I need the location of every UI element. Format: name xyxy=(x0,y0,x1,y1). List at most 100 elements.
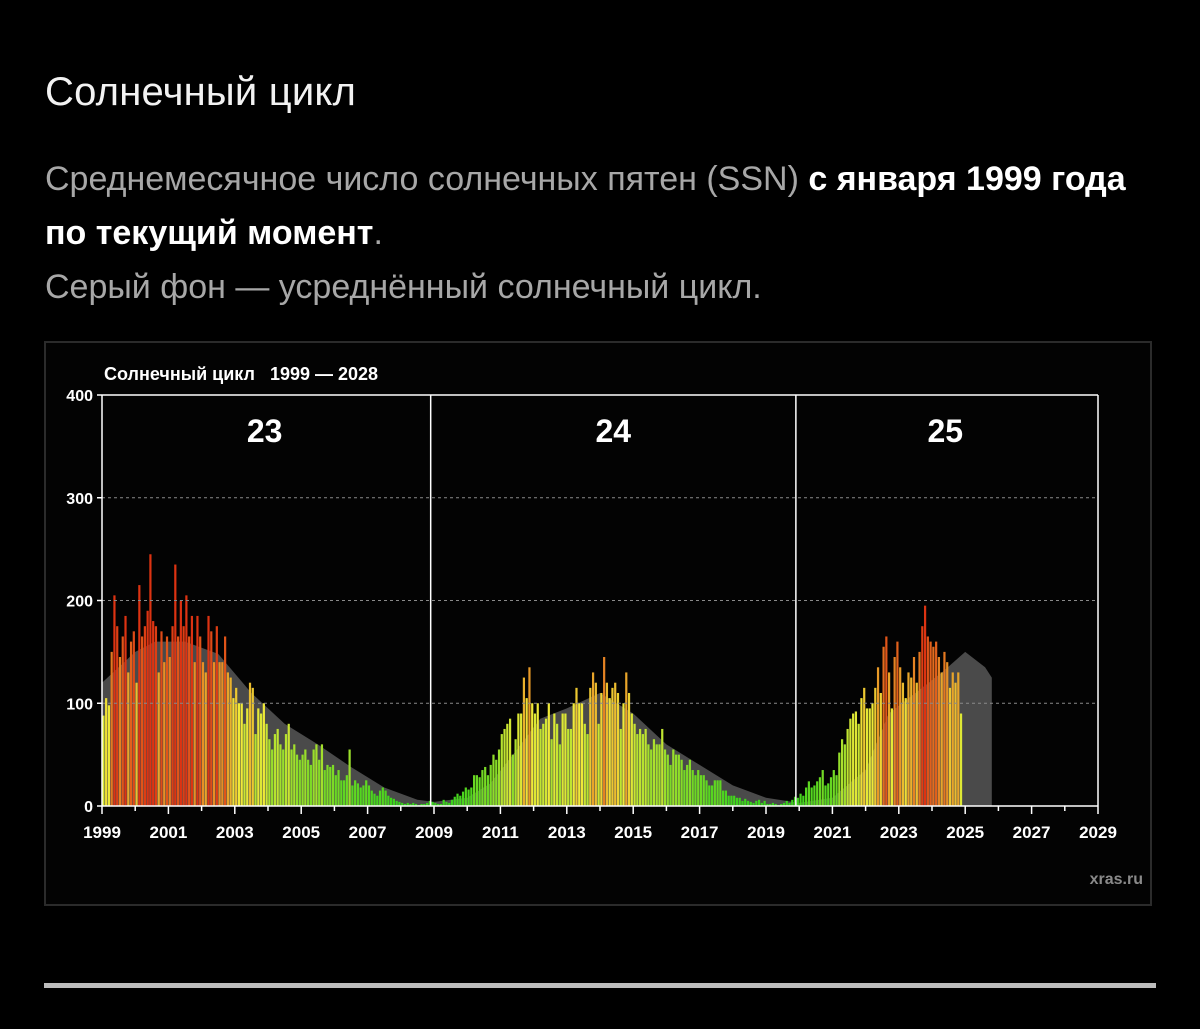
ssn-bar xyxy=(757,799,761,806)
ssn-bar xyxy=(733,795,736,806)
ssn-bar xyxy=(514,739,517,806)
ssn-bar xyxy=(536,703,539,806)
ssn-bar xyxy=(331,764,335,806)
ssn-bar xyxy=(246,708,249,806)
ssn-bar xyxy=(221,662,224,806)
ssn-bar xyxy=(943,651,946,807)
x-tick-label: 2015 xyxy=(614,823,652,842)
ssn-bar xyxy=(868,708,871,806)
ssn-bar xyxy=(406,802,409,806)
ssn-bar xyxy=(127,672,130,806)
y-tick-label: 300 xyxy=(66,491,93,508)
ssn-bar xyxy=(105,698,108,806)
ssn-bar xyxy=(414,803,418,806)
ssn-bar xyxy=(948,687,952,806)
grid-layer: 23 24 25 xyxy=(102,395,1098,806)
ssn-bar xyxy=(597,723,600,806)
sunspot-chart: 23 24 25 0 100 200 300 400 1999 2001 2003 2005 2007… xyxy=(66,364,1143,888)
ssn-bar xyxy=(392,798,395,806)
ssn-bar xyxy=(154,626,158,806)
ssn-bar xyxy=(124,615,127,806)
ssn-bar xyxy=(284,734,288,806)
ssn-bar xyxy=(163,662,166,806)
ssn-bar xyxy=(544,718,548,806)
ssn-bar xyxy=(315,744,318,806)
ssn-bar xyxy=(821,770,824,806)
ssn-bar xyxy=(769,803,772,806)
x-tick-label: 2009 xyxy=(415,823,453,842)
cycle-number-label: 25 xyxy=(927,413,963,449)
ssn-bar xyxy=(378,790,382,806)
ssn-bar xyxy=(791,799,794,806)
ssn-bar xyxy=(633,723,636,806)
ssn-bar xyxy=(600,692,603,806)
ssn-bar xyxy=(508,718,512,806)
ssn-bar xyxy=(608,698,611,806)
ssn-bar xyxy=(912,657,916,806)
x-tick-label: 2029 xyxy=(1079,823,1117,842)
x-tick-label: 2011 xyxy=(482,823,519,842)
ssn-bar xyxy=(320,744,324,806)
ssn-bar xyxy=(680,759,683,806)
ssn-bar xyxy=(226,672,229,806)
x-tick-label: 2023 xyxy=(880,823,918,842)
ssn-bar xyxy=(503,728,506,806)
desc-line2: Серый фон — усреднённый солнечный цикл. xyxy=(45,268,762,306)
x-tick-label: 2019 xyxy=(747,823,785,842)
ssn-bar xyxy=(409,803,412,806)
ssn-bar xyxy=(677,754,680,807)
ssn-bar xyxy=(459,795,462,806)
desc-period: . xyxy=(373,214,383,252)
ssn-bar xyxy=(542,723,545,806)
ssn-bar xyxy=(899,667,902,806)
ssn-bar xyxy=(575,687,578,806)
ssn-bar xyxy=(846,728,849,806)
ssn-bar xyxy=(495,759,498,806)
ssn-bar xyxy=(232,698,235,806)
x-tick-label: 2005 xyxy=(282,823,320,842)
ssn-bar xyxy=(334,775,337,806)
y-tick-label: 400 xyxy=(66,388,93,405)
ssn-bar xyxy=(849,718,852,806)
ssn-bar xyxy=(644,728,647,806)
ssn-bar xyxy=(348,749,351,806)
ssn-bar xyxy=(567,728,570,806)
ssn-bar xyxy=(683,770,686,806)
ssn-bar xyxy=(611,687,614,806)
ssn-bar xyxy=(337,770,340,806)
ssn-bar xyxy=(152,621,155,806)
y-tick-label: 0 xyxy=(84,799,93,816)
ssn-bar xyxy=(254,734,257,806)
ssn-bar xyxy=(467,789,470,806)
ssn-bar xyxy=(655,744,658,806)
ssn-bar xyxy=(744,798,747,806)
ssn-bar xyxy=(710,785,714,806)
ssn-bar xyxy=(207,615,210,806)
ssn-bar xyxy=(874,687,877,806)
ssn-bar xyxy=(201,662,205,806)
ssn-bar xyxy=(461,791,465,806)
ssn-bar xyxy=(885,636,888,806)
ssn-bar xyxy=(425,802,429,806)
watermark: xras.ru xyxy=(1090,871,1143,888)
ssn-bar xyxy=(799,793,802,806)
ssn-bar xyxy=(290,749,293,806)
ssn-bar xyxy=(547,703,550,806)
ssn-bar xyxy=(940,672,943,806)
ssn-bar xyxy=(309,764,312,806)
ssn-bar xyxy=(921,626,924,806)
chart-description: Среднемесячное число солнечных пятен (SS… xyxy=(45,152,1165,314)
ssn-bar xyxy=(210,631,213,806)
ssn-bar xyxy=(395,800,398,806)
ssn-bar xyxy=(318,759,321,806)
ssn-bar xyxy=(564,713,567,806)
ssn-bar xyxy=(381,787,384,806)
ssn-bar xyxy=(273,734,277,806)
ssn-bar xyxy=(650,749,653,806)
ssn-bar xyxy=(774,803,777,806)
ssn-bar xyxy=(688,759,692,806)
ssn-bar xyxy=(910,677,913,806)
ssn-bar xyxy=(445,801,448,806)
ssn-bar xyxy=(561,713,564,806)
x-tick-label: 2013 xyxy=(548,823,586,842)
